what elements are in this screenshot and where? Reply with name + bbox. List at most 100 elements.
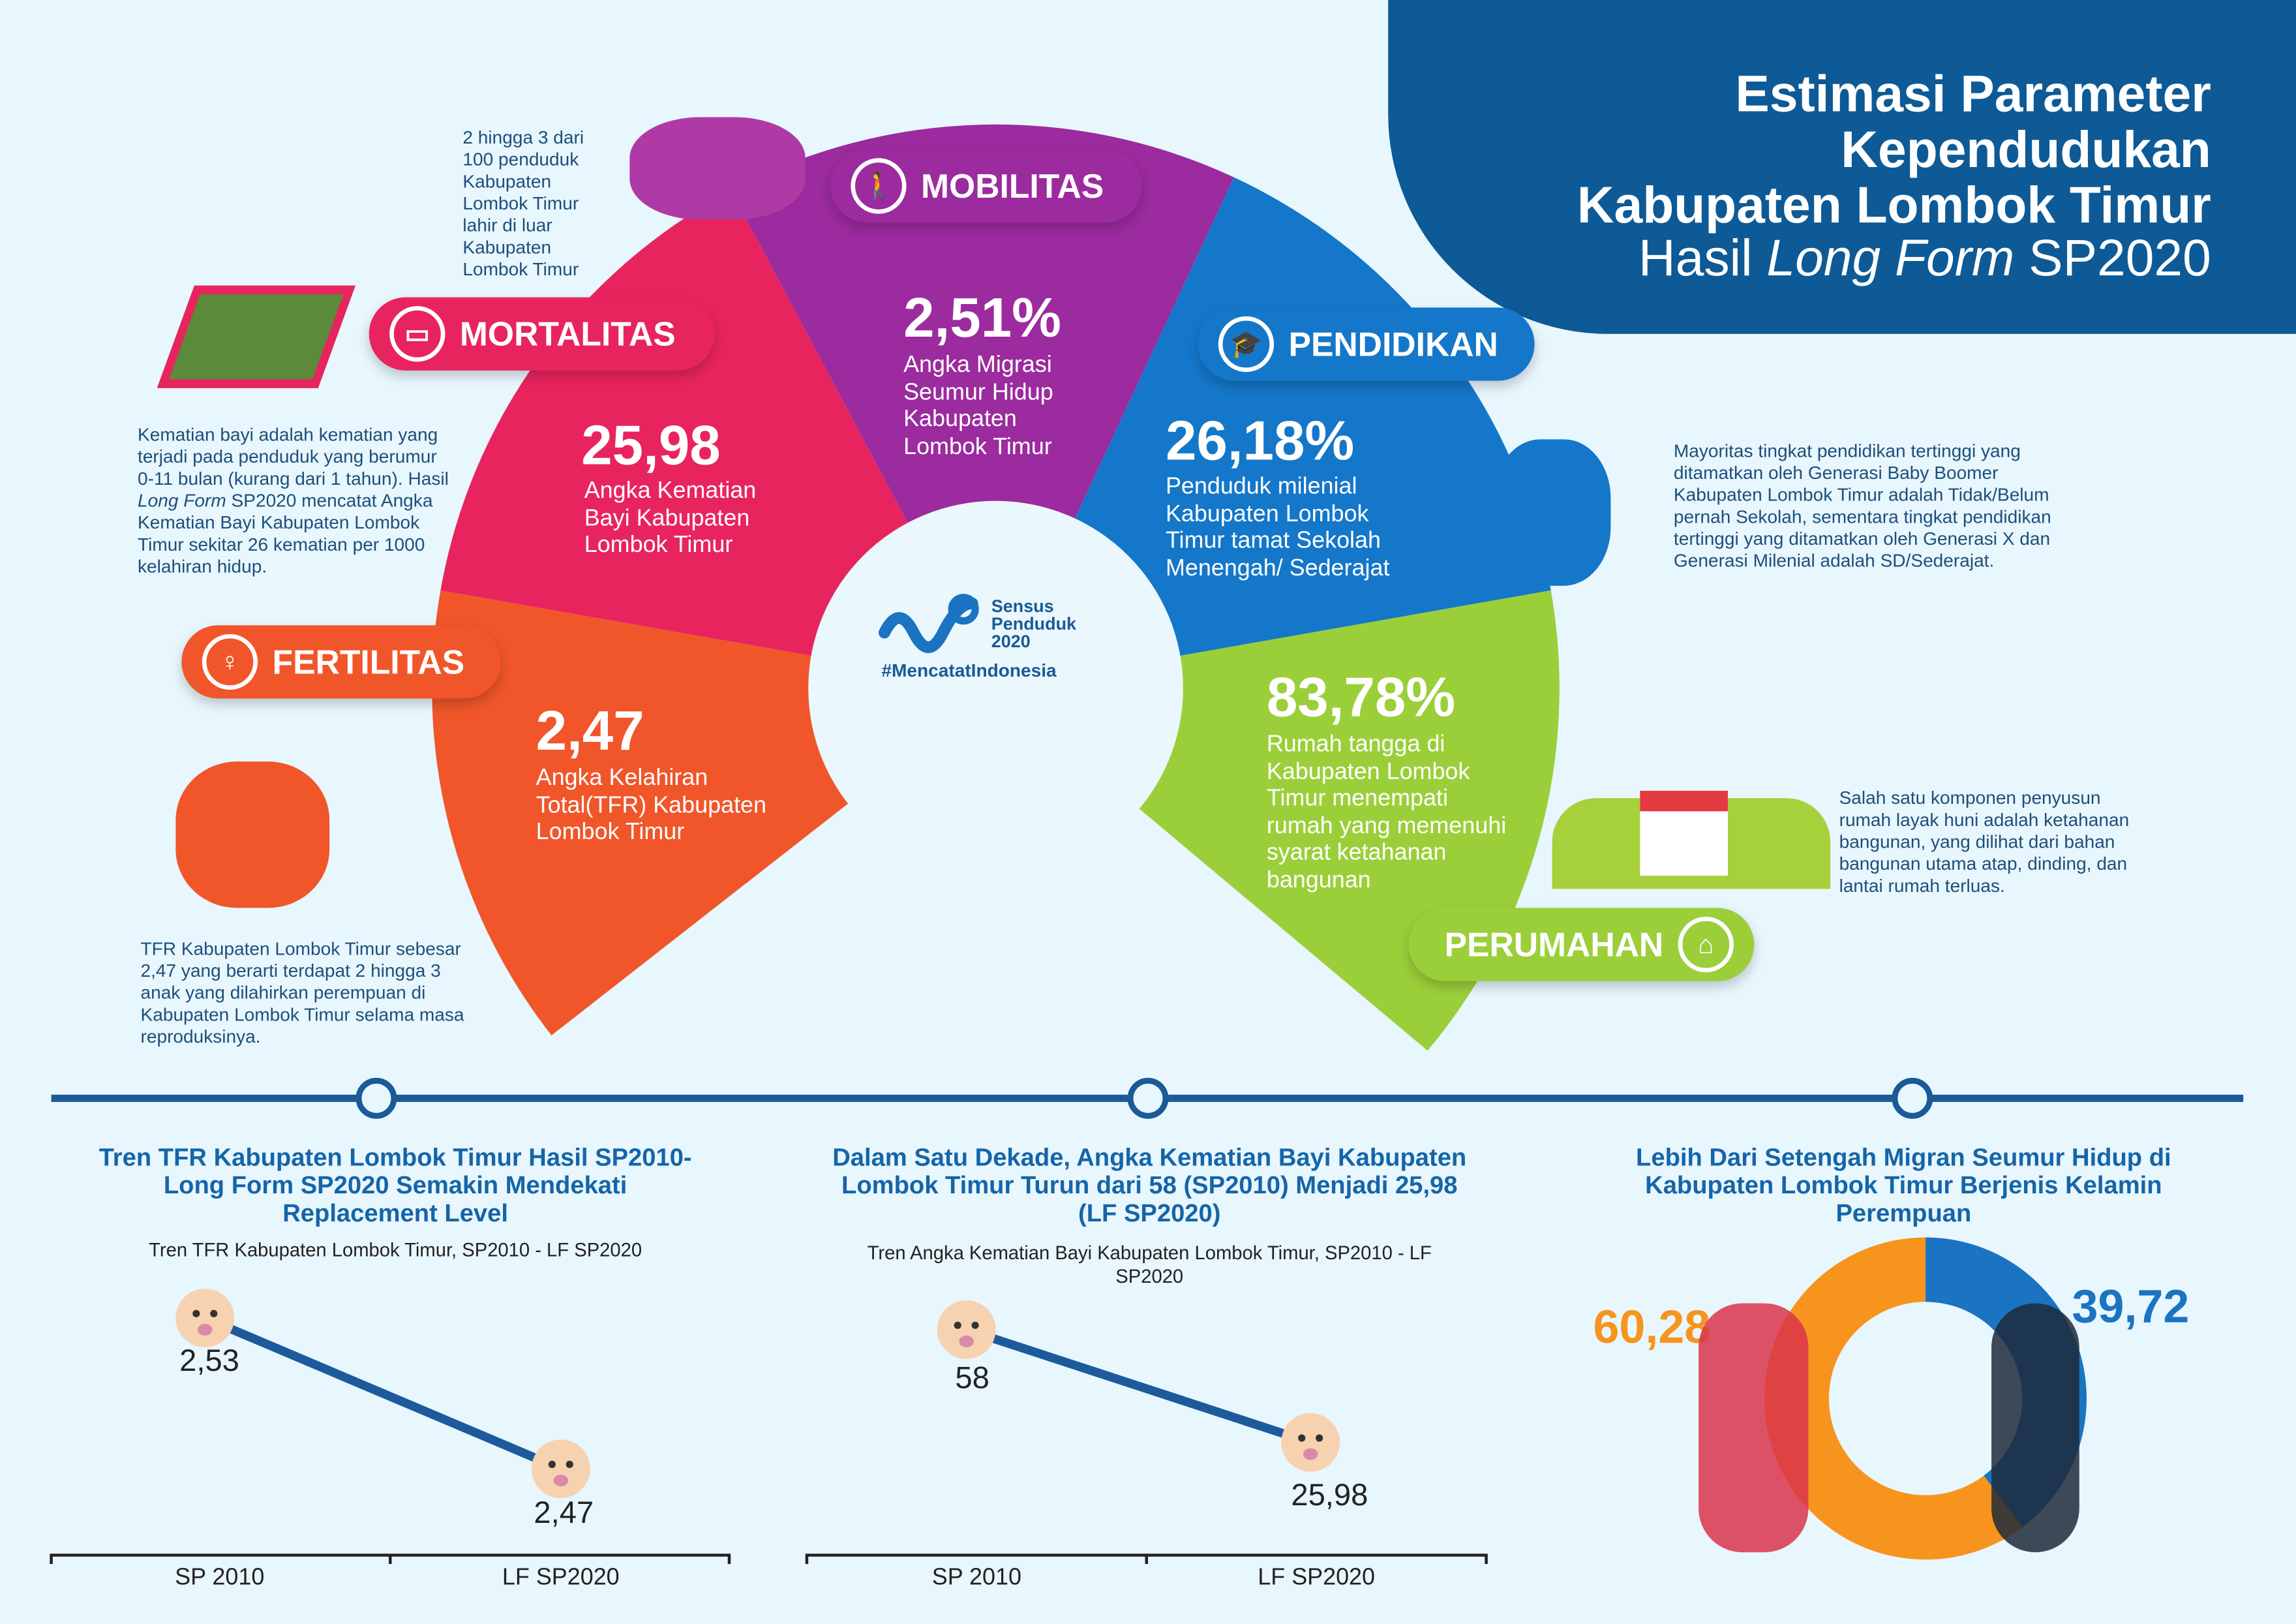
chart1-label-0: 2,53 [179,1344,239,1378]
note-part: Kematian bayi adalah kematian yang terja… [138,424,449,489]
female-traveler-illustration [1699,1303,1809,1553]
chart2-tick-1: LF SP2020 [1258,1565,1376,1591]
house-illustration [1552,790,1831,889]
baby-eye [548,1460,556,1469]
mobilitas-desc: Angka Migrasi Seumur Hidup Kabupaten Lom… [903,352,1053,459]
logo-line-3: 2020 [991,631,1031,652]
timeline [51,1077,2244,1119]
mortalitas-value: 25,98 [581,416,721,478]
logo-line-1: Sensus [991,596,1054,617]
baby-face-icon [175,1289,235,1347]
fertilitas-note: TFR Kabupaten Lombok Timur sebesar 2,47 … [140,938,464,1047]
chart1-axis [50,1554,731,1565]
baby-face-icon [1281,1413,1340,1472]
baby-mouth [959,1335,974,1347]
wedge-fertilitas [432,590,858,1035]
title-line-2: Kependudukan [1841,121,2211,179]
pendidikan-desc: Penduduk milenial Kabupaten Lombok Timur… [1165,474,1390,581]
header-banner: Estimasi Parameter Kependudukan Kabupate… [1388,0,2296,334]
fertilitas-desc: Angka Kelahiran Total(TFR) Kabupaten Lom… [536,765,766,846]
donut-label-male: 39,72 [2072,1279,2190,1333]
chart2-title: Dalam Satu Dekade, Angka Kematian Bayi K… [832,1143,1467,1227]
male-traveler-illustration [1991,1303,2079,1553]
baby-face-icon [531,1439,590,1499]
perumahan-value: 83,78% [1266,667,1456,729]
chart2-tick-0: SP 2010 [931,1565,1021,1591]
family-illustration [175,761,330,908]
baby-face-icon [937,1300,996,1359]
chart1-title: Tren TFR Kabupaten Lombok Timur Hasil SP… [98,1143,692,1227]
chart2-label-0: 58 [955,1362,989,1396]
baby-eye [954,1321,961,1329]
baby-eye [1298,1434,1306,1442]
perumahan-note: Salah satu komponen penyusun rumah layak… [1839,788,2130,896]
subtitle-italic: Long Form [1766,230,2015,287]
chart1-subtitle: Tren TFR Kabupaten Lombok Timur, SP2010 … [149,1238,642,1261]
badge-mortalitas: ▭ MORTALITAS [369,297,715,371]
chart1-tick-1: LF SP2020 [502,1565,620,1591]
title-line-4: Hasil Long Form SP2020 [1638,230,2211,287]
subtitle-suffix: SP2020 [2014,230,2211,287]
title-line-1: Estimasi Parameter [1735,65,2211,123]
baby-eye [971,1321,979,1329]
mobilitas-value: 2,51% [903,288,1061,350]
students-illustration [1493,439,1611,586]
pendidikan-note: Mayoritas tingkat pendidikan tertinggi y… [1673,440,2051,572]
badge-label: MOBILITAS [921,166,1104,205]
pregnant-woman-icon: ♀ [202,634,258,690]
chart1-tick-0: SP 2010 [175,1565,265,1591]
logo-hashtag: #MencatatIndonesia [881,660,1057,681]
note-part: SP2020 mencatat Angka Kematian Bayi Kabu… [138,490,433,577]
baby-mouth [1303,1448,1318,1460]
house-icon: ⌂ [1678,916,1734,973]
badge-perumahan: PERUMAHAN ⌂ [1408,908,1755,981]
chart2-label-1: 25,98 [1291,1478,1368,1513]
baby-eye [566,1460,573,1469]
badge-label: PENDIDIKAN [1288,324,1498,363]
house-shape [1640,790,1728,876]
badge-fertilitas: ♀ FERTILITAS [181,625,501,699]
badge-pendidikan: 🎓 PENDIDIKAN [1198,307,1535,381]
title-line-3: Kabupaten Lombok Timur [1577,177,2211,235]
center-circle [808,500,1183,876]
baby-mouth [198,1323,213,1336]
note-italic: Long Form [138,490,226,512]
wedge-mortalitas [440,190,914,658]
mortalitas-desc: Angka Kematian Bayi Kabupaten Lombok Tim… [584,478,757,559]
fertilitas-value: 2,47 [536,701,644,763]
chart2-axis [805,1554,1488,1565]
logo-text: Sensus Penduduk 2020 [991,598,1076,651]
mortalitas-note: Kematian bayi adalah kematian yang terja… [138,425,453,579]
baby-eye [210,1310,218,1317]
donut-slice-perempuan [1764,1237,2023,1560]
chart3-title: Lebih Dari Setengah Migran Seumur Hidup … [1636,1143,2171,1227]
grave-icon: ▭ [389,306,446,362]
timeline-node [355,1077,397,1119]
walking-person-icon: 🚶 [851,158,907,214]
pendidikan-value: 26,18% [1165,411,1355,473]
chart2-subtitle: Tren Angka Kematian Bayi Kabupaten Lombo… [867,1242,1432,1287]
chart1-line [203,1313,563,1473]
travelers-illustration [629,117,806,220]
logo-line-2: Penduduk [991,613,1077,634]
badge-mobilitas: 🚶 MOBILITAS [830,149,1143,223]
mobilitas-note: 2 hingga 3 dari 100 penduduk Kabupaten L… [462,127,584,280]
baby-mouth [553,1475,569,1487]
graduation-cap-icon: 🎓 [1218,316,1275,373]
wedge-pendidikan [1070,177,1551,658]
badge-label: MORTALITAS [459,314,676,352]
timeline-node [1892,1077,1933,1119]
baby-eye [1316,1434,1323,1442]
badge-label: PERUMAHAN [1444,925,1664,963]
wedge-mobilitas [731,124,1234,534]
subtitle-prefix: Hasil [1638,230,1767,287]
chart2-line [965,1325,1312,1447]
badge-label: FERTILITAS [272,642,465,681]
baby-eye [192,1310,200,1317]
timeline-node [1127,1077,1169,1119]
perumahan-desc: Rumah tangga di Kabupaten Lombok Timur m… [1266,732,1507,893]
sensus-logo-icon [878,594,979,653]
